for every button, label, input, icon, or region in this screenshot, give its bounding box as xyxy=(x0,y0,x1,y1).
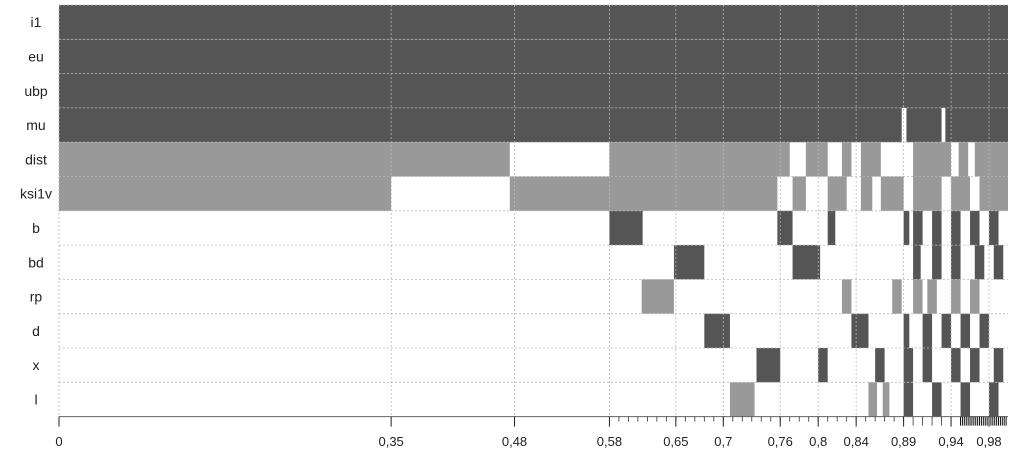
cell-x xyxy=(903,348,914,383)
cell-bd xyxy=(932,245,942,280)
cell-rp xyxy=(641,279,674,314)
cell-i1 xyxy=(59,5,1008,40)
x-tick-label: 0,76 xyxy=(768,434,793,449)
cell-b xyxy=(970,210,980,246)
cell-x xyxy=(922,348,933,383)
cell-dist xyxy=(974,142,1008,177)
cell-x xyxy=(970,348,980,383)
cell-x xyxy=(993,348,1004,383)
cell-x xyxy=(818,348,828,383)
row-label-d: d xyxy=(32,323,40,339)
cell-ksi1v xyxy=(880,176,904,211)
cell-ksi1v xyxy=(827,176,847,211)
row-label-bd: bd xyxy=(28,254,44,270)
cell-l xyxy=(882,382,890,417)
cell-d xyxy=(941,313,952,348)
cell-b xyxy=(903,210,910,246)
x-tick-label: 0,7 xyxy=(714,434,732,449)
row-label-l: l xyxy=(34,391,37,407)
x-tick-label: 0,48 xyxy=(502,434,527,449)
cell-x xyxy=(756,348,781,383)
row-label-x: x xyxy=(33,357,40,373)
x-tick-label: 0,84 xyxy=(844,434,869,449)
cell-d xyxy=(960,313,971,348)
row-label-dist: dist xyxy=(25,151,47,167)
cell-mu xyxy=(945,107,1008,143)
x-tick-label: 0 xyxy=(55,434,62,449)
cell-dist xyxy=(805,142,828,177)
cell-l xyxy=(903,382,914,417)
cell-dist xyxy=(841,142,852,177)
x-tick-label: 0,35 xyxy=(378,434,403,449)
cell-b xyxy=(777,210,793,246)
cell-bd xyxy=(951,245,961,280)
cell-ksi1v xyxy=(509,176,778,211)
axis-ticks xyxy=(58,416,1008,427)
x-tick-label: 0,8 xyxy=(809,434,827,449)
cell-b xyxy=(913,210,923,246)
row-label-eu: eu xyxy=(28,48,44,64)
cell-dist xyxy=(958,142,969,177)
x-tick-label: 0,65 xyxy=(663,434,688,449)
cell-d xyxy=(979,313,990,348)
cell-rp xyxy=(927,279,937,314)
cell-d xyxy=(922,313,933,348)
cell-ksi1v xyxy=(59,176,392,211)
cell-l xyxy=(868,382,878,417)
cell-bd xyxy=(974,245,985,280)
cell-b xyxy=(951,210,961,246)
row-label-i1: i1 xyxy=(31,14,42,30)
cell-dist xyxy=(860,142,881,177)
cell-b xyxy=(609,210,643,246)
cell-ksi1v xyxy=(951,176,971,211)
cell-b xyxy=(827,210,836,246)
x-tick-labels: 0 0,35 0,48 0,58 0,65 0,7 0,76 0,8 0,84 0,89 0,94 0… xyxy=(55,434,1001,449)
cell-dist xyxy=(913,142,952,177)
row-label-b: b xyxy=(32,220,40,236)
x-tick-label: 0,89 xyxy=(891,434,916,449)
cell-rp xyxy=(841,279,852,314)
cell-ksi1v xyxy=(792,176,806,211)
cell-rp xyxy=(951,279,961,314)
cell-mu xyxy=(59,107,902,143)
cell-d xyxy=(704,313,730,348)
row-label-ksi1v: ksi1v xyxy=(20,186,52,202)
cell-dist xyxy=(609,142,790,177)
cell-b xyxy=(989,210,999,246)
cell-l xyxy=(932,382,942,417)
cell-eu xyxy=(59,39,1008,74)
cell-ksi1v xyxy=(860,176,873,211)
cell-d xyxy=(851,313,869,348)
cell-l xyxy=(960,382,971,417)
cell-x xyxy=(951,348,961,383)
cell-ksi1v xyxy=(913,176,942,211)
row-label-ubp: ubp xyxy=(24,83,48,99)
cell-layer xyxy=(59,5,1008,417)
row-label-rp: rp xyxy=(30,289,43,305)
cell-bd xyxy=(792,245,821,280)
x-tick-label: 0,98 xyxy=(976,434,1001,449)
cell-d xyxy=(903,313,910,348)
cell-mu xyxy=(906,107,942,143)
cell-ubp xyxy=(59,73,1008,108)
row-labels: i1 eu ubp mu dist ksi1v b bd rp d x l xyxy=(20,14,52,407)
grid-layer xyxy=(58,4,1008,418)
row-label-mu: mu xyxy=(26,117,45,133)
cell-rp xyxy=(892,279,902,314)
x-tick-label: 0,94 xyxy=(938,434,963,449)
cell-b xyxy=(932,210,942,246)
cell-rp xyxy=(913,279,923,314)
cell-rp xyxy=(970,279,980,314)
cell-bd xyxy=(993,245,1004,280)
cell-bd xyxy=(673,245,705,280)
cell-l xyxy=(989,382,999,417)
cell-ksi1v xyxy=(979,176,1008,211)
cell-dist xyxy=(59,142,510,177)
cell-x xyxy=(875,348,885,383)
cell-bd xyxy=(913,245,921,280)
cell-l xyxy=(729,382,755,417)
x-tick-label: 0,58 xyxy=(597,434,622,449)
